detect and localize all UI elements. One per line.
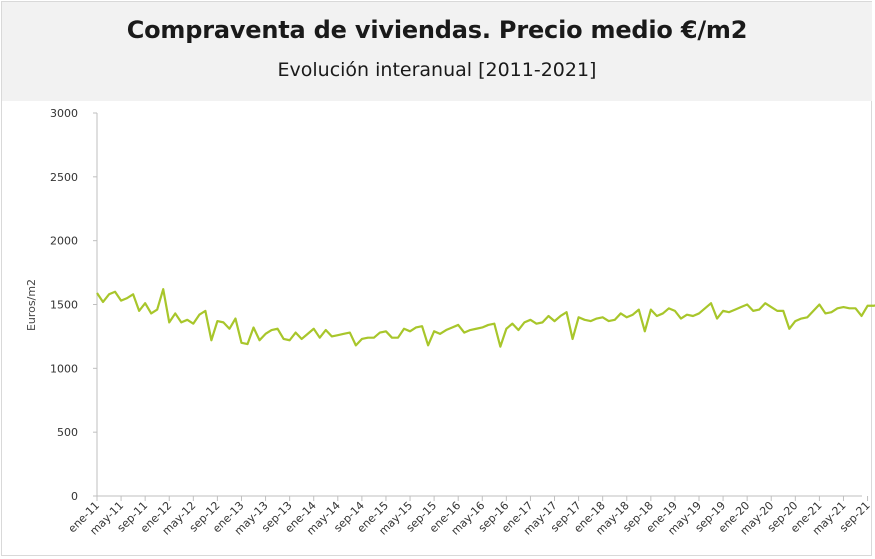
- y-tick-label: 2500: [50, 171, 78, 184]
- y-axis: 0 500 1000 1500 2000 2500 3000: [50, 107, 98, 503]
- y-tick-label: 1500: [50, 299, 78, 312]
- y-tick-label: 3000: [50, 107, 78, 120]
- chart-title: Compraventa de viviendas. Precio medio €…: [126, 16, 748, 44]
- series-line-0: [96, 288, 875, 348]
- x-axis: ene-11may-11sep-11ene-12may-12sep-12ene-…: [66, 495, 873, 538]
- series-group: [96, 288, 875, 348]
- y-tick-label: 2000: [50, 235, 78, 248]
- y-tick-label: 500: [57, 426, 78, 439]
- y-tick-label: 0: [71, 490, 78, 503]
- chart-subtitle: Evolución interanual [2011-2021]: [277, 59, 597, 81]
- chart-header: Compraventa de viviendas. Precio medio €…: [2, 2, 872, 101]
- y-axis-label: Euros/m2: [25, 279, 38, 331]
- y-tick-label: 1000: [50, 362, 78, 375]
